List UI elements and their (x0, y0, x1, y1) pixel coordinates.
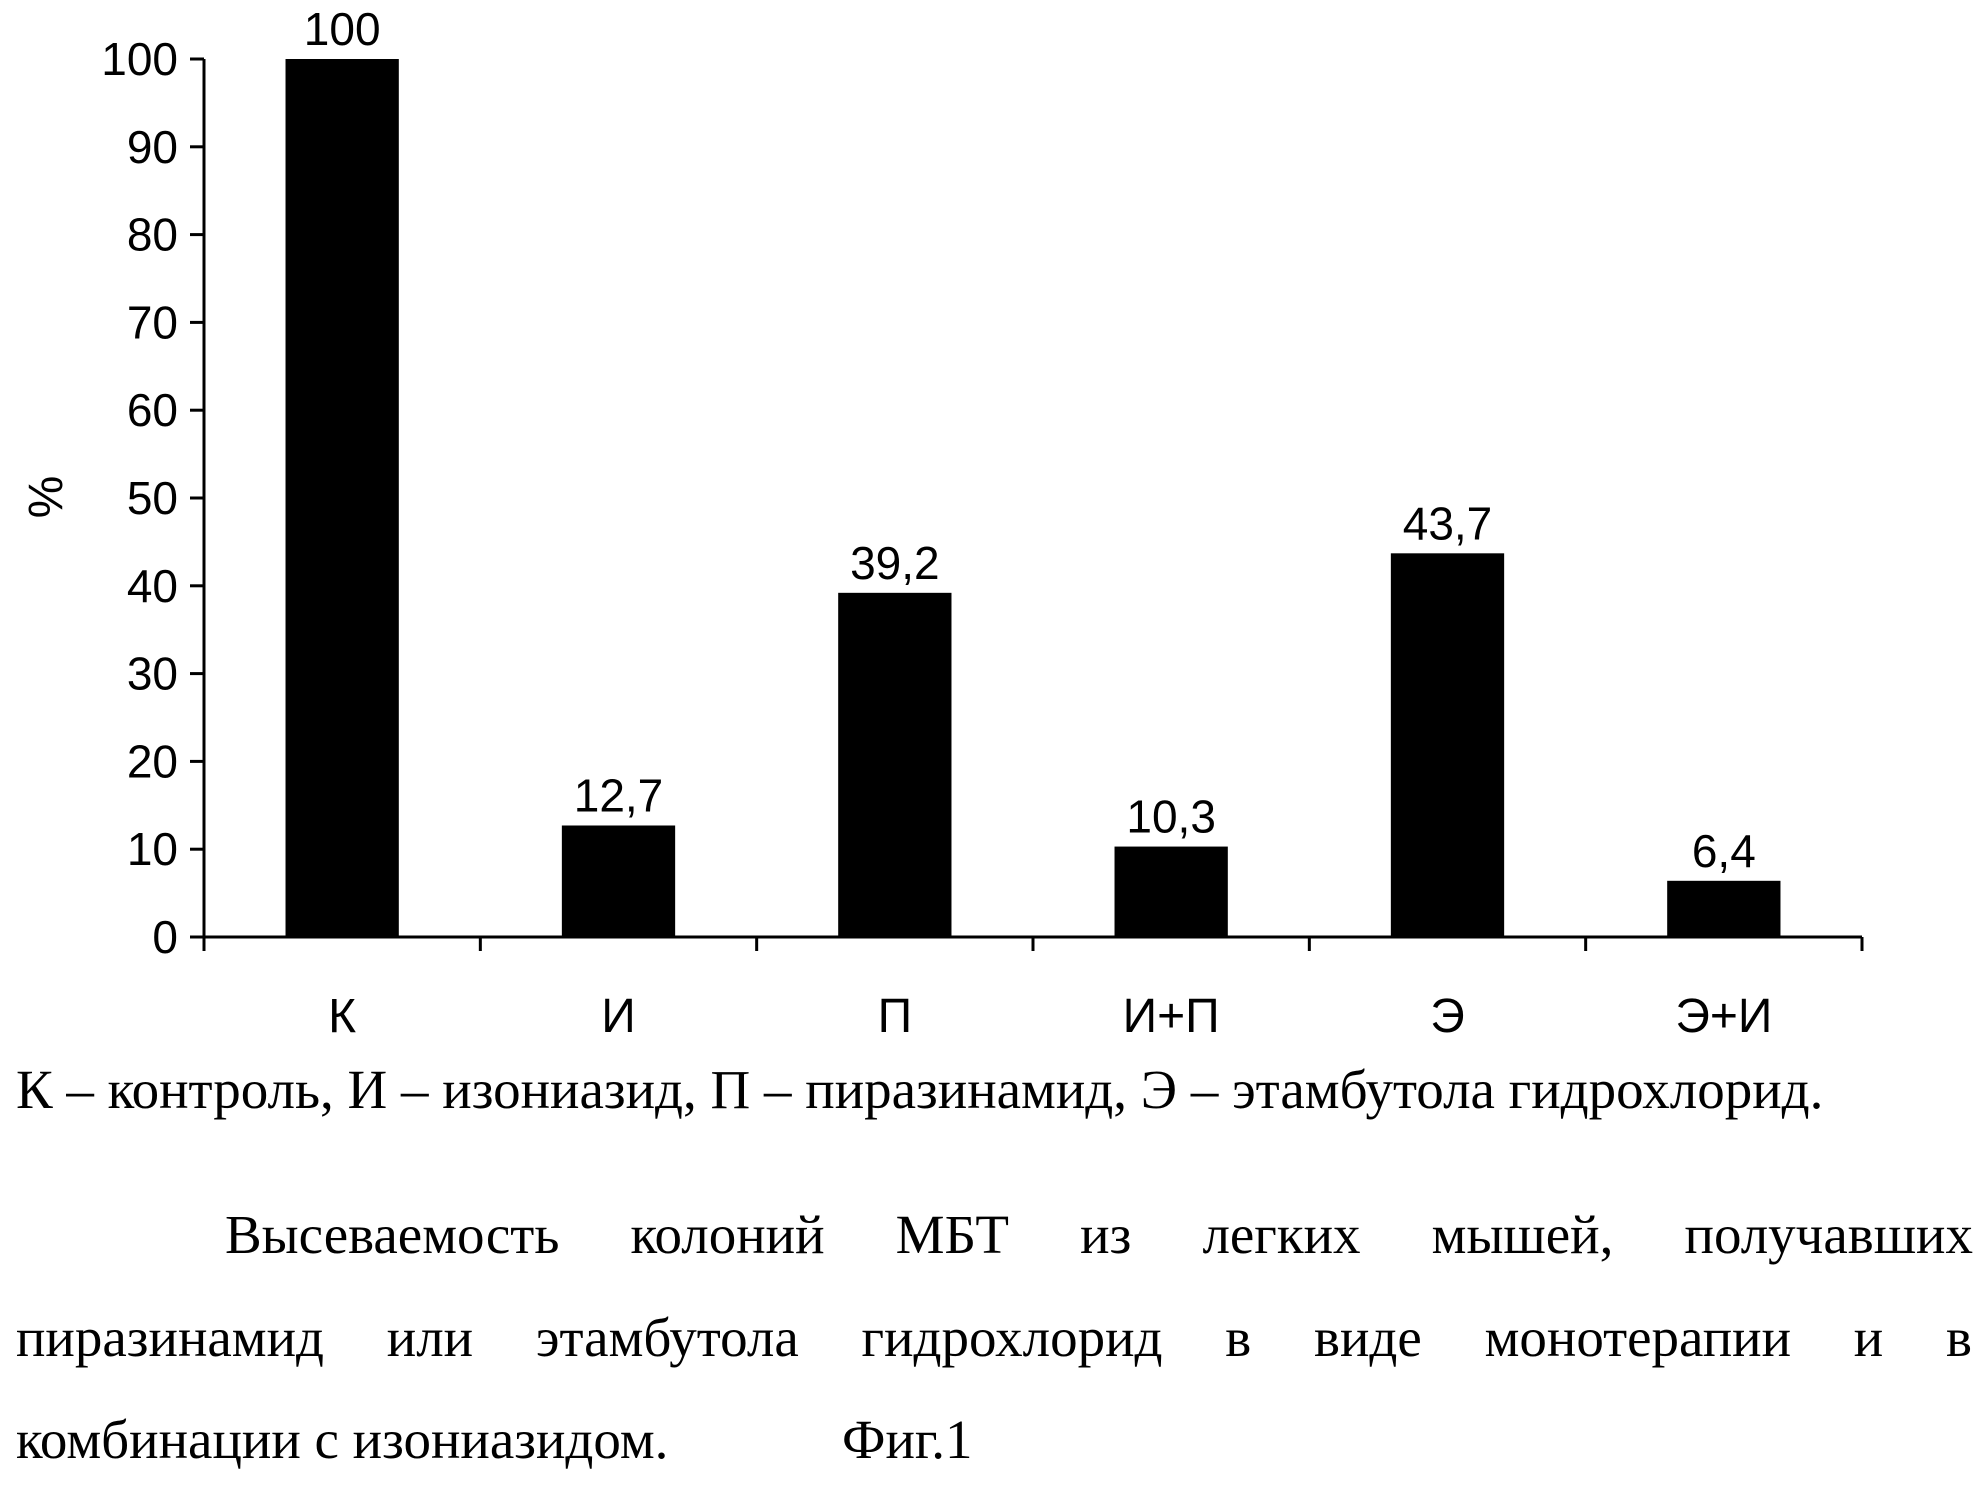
category-label: Э (1430, 990, 1465, 1040)
data-label: 12,7 (574, 769, 664, 821)
data-label: 10,3 (1126, 791, 1216, 843)
bar (286, 59, 399, 937)
category-label: П (878, 990, 913, 1040)
y-tick-label: 0 (152, 911, 178, 963)
category-label: И (601, 990, 636, 1040)
category-label: Э+И (1675, 990, 1772, 1040)
bars (286, 59, 1781, 937)
bar (562, 825, 675, 937)
y-tick-label: 10 (127, 823, 178, 875)
y-tick-label: 60 (127, 384, 178, 436)
data-label: 39,2 (850, 537, 940, 589)
data-labels: 100 12,7 39,2 10,3 43,7 6,4 (304, 3, 1756, 877)
bar (1391, 553, 1504, 937)
description-line-1: Высеваемость колоний МБТ из легких мышей… (225, 1203, 1973, 1266)
y-tick-label: 70 (127, 296, 178, 348)
y-tick-label: 80 (127, 209, 178, 261)
category-label: И+П (1123, 990, 1220, 1040)
bar (1667, 881, 1780, 937)
legend-caption: К – контроль, И – изониазид, П – пиразин… (16, 1058, 1972, 1121)
y-tick-label: 50 (127, 472, 178, 524)
y-tick-label: 90 (127, 121, 178, 173)
category-label: К (328, 990, 356, 1040)
bar-chart: % 0 10 20 30 40 50 60 70 80 90 100 100 12,7 39,2 10,3… (0, 0, 1983, 1040)
category-labels: К И П И+П Э Э+И (328, 990, 1772, 1040)
description-line-3: комбинации с изониазидом. (16, 1408, 1972, 1471)
y-axis: 0 10 20 30 40 50 60 70 80 90 100 (101, 33, 204, 963)
data-label: 100 (304, 3, 381, 55)
description-line-2: пиразинамид или этамбутола гидрохлорид в… (16, 1306, 1972, 1369)
data-label: 6,4 (1692, 825, 1756, 877)
figure-number: Фиг.1 (842, 1408, 973, 1471)
bar (1115, 847, 1228, 937)
x-axis (204, 937, 1862, 951)
y-axis-title: % (20, 476, 73, 519)
y-tick-label: 30 (127, 648, 178, 700)
y-tick-label: 100 (101, 33, 178, 85)
data-label: 43,7 (1403, 497, 1493, 549)
y-tick-label: 20 (127, 735, 178, 787)
bar (838, 593, 951, 937)
y-tick-label: 40 (127, 560, 178, 612)
